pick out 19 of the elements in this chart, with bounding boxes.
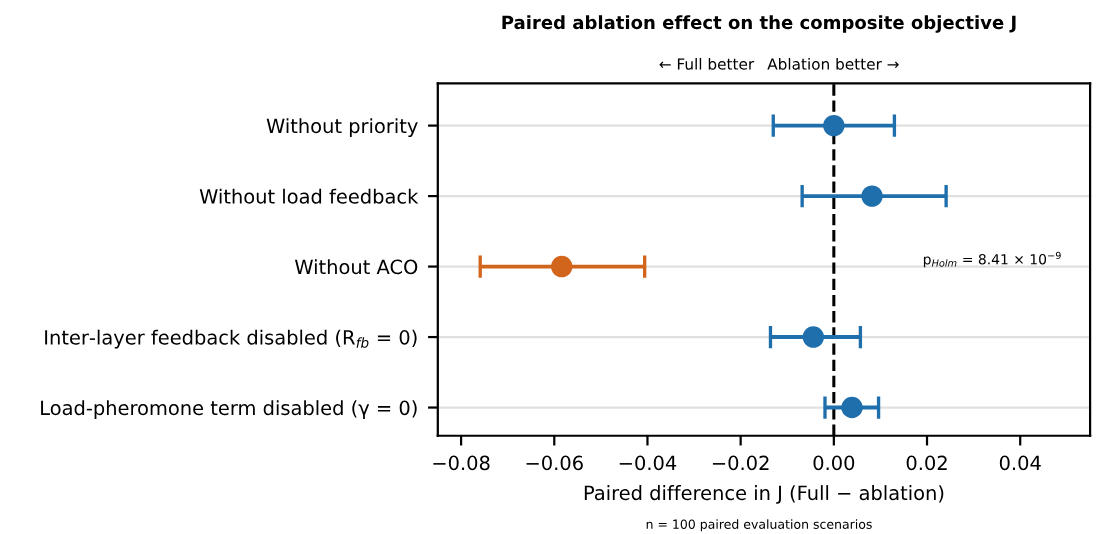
y-tick-label: Load-pheromone term disabled (γ = 0) — [41, 400, 417, 419]
chart-title: Paired ablation effect on the composite objective J — [502, 15, 1016, 33]
y-tick-label: Inter-layer feedback disabled (R$_{fb}$ = 0) — [45, 329, 417, 349]
x-axis-title: Paired difference in J (Full − ablation) — [584, 485, 944, 504]
x-tick-label: −0.06 — [526, 455, 583, 471]
point — [861, 185, 883, 207]
x-tick-label: 0.02 — [906, 455, 947, 471]
y-tick-label: Without priority — [266, 118, 418, 138]
x-tick-label: −0.04 — [619, 455, 677, 471]
y-tick-label: Without load feedback — [199, 188, 419, 204]
point — [841, 396, 863, 419]
x-tick-label: −0.02 — [712, 455, 769, 471]
x-tick-label: 0.00 — [813, 455, 855, 471]
point — [802, 326, 825, 348]
x-tick-label: 0.04 — [999, 455, 1041, 471]
point — [551, 255, 573, 278]
y-tick-label: Without ACO — [295, 259, 418, 275]
x-tick-label: −0.08 — [433, 455, 490, 471]
point — [823, 114, 845, 137]
